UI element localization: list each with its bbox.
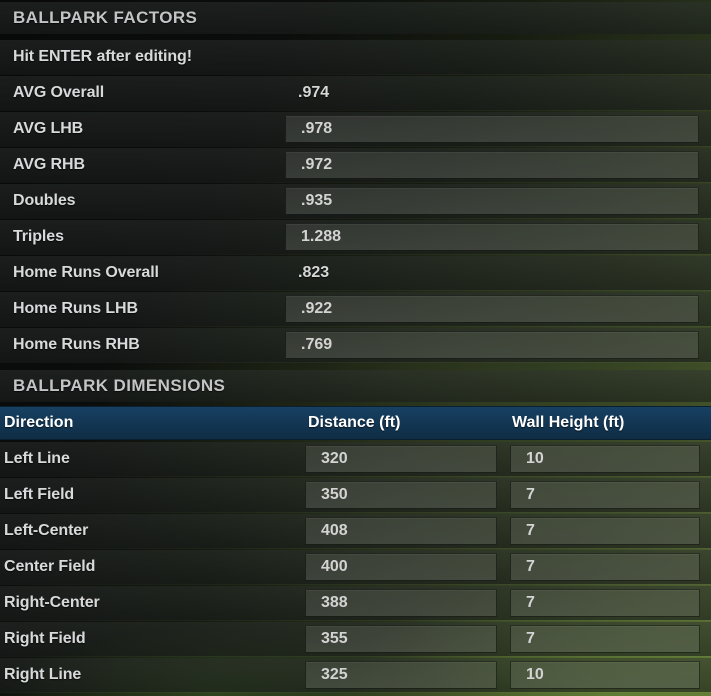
center-field-distance-input[interactable] (305, 553, 497, 581)
triples-input[interactable] (285, 223, 699, 251)
right-line-wall-height-input[interactable] (510, 661, 700, 689)
factor-label: AVG RHB (13, 156, 85, 173)
direction-column-header: Direction (4, 414, 74, 431)
right-center-distance-input[interactable] (305, 589, 497, 617)
dimension-row: Right Line (0, 658, 711, 692)
direction-label: Center Field (4, 558, 96, 575)
left-field-wall-height-input[interactable] (510, 481, 700, 509)
direction-label: Right Line (4, 666, 82, 683)
direction-label: Left-Center (4, 522, 89, 539)
center-field-wall-height-input[interactable] (510, 553, 700, 581)
factor-row: AVG LHB (0, 112, 711, 146)
direction-label: Right-Center (4, 594, 100, 611)
dimension-row: Left Field (0, 478, 711, 512)
factor-row: AVG RHB (0, 148, 711, 182)
factor-label: AVG Overall (13, 84, 105, 101)
factor-row: Home Runs Overall .823 (0, 256, 711, 290)
left-line-wall-height-input[interactable] (510, 445, 700, 473)
factor-row: Doubles (0, 184, 711, 218)
factors-rows: AVG Overall .974 AVG LHB AVG RHB Doubles Trip… (0, 76, 711, 362)
factor-label: Home Runs RHB (13, 336, 140, 353)
dimensions-table-header: Direction Distance (ft) Wall Height (ft) (0, 406, 711, 440)
factor-label: Doubles (13, 192, 76, 209)
notice-row: Hit ENTER after editing! (0, 40, 711, 74)
home-runs-rhb-input[interactable] (285, 331, 699, 359)
factor-label: Triples (13, 228, 64, 245)
factor-label: Home Runs LHB (13, 300, 138, 317)
wall-height-column-header: Wall Height (ft) (512, 414, 625, 431)
right-field-distance-input[interactable] (305, 625, 497, 653)
home-runs-overall-value: .823 (298, 264, 330, 281)
right-field-wall-height-input[interactable] (510, 625, 700, 653)
dimension-row: Center Field (0, 550, 711, 584)
notice-text: Hit ENTER after editing! (13, 48, 192, 65)
avg-rhb-input[interactable] (285, 151, 699, 179)
factor-row: Home Runs RHB (0, 328, 711, 362)
right-line-distance-input[interactable] (305, 661, 497, 689)
dimension-row: Right Field (0, 622, 711, 656)
doubles-input[interactable] (285, 187, 699, 215)
left-field-distance-input[interactable] (305, 481, 497, 509)
factor-label: AVG LHB (13, 120, 84, 137)
dimension-row: Left Line (0, 442, 711, 476)
factor-label: Home Runs Overall (13, 264, 159, 281)
direction-label: Left Field (4, 486, 75, 503)
factor-row: Triples (0, 220, 711, 254)
ballpark-factors-header: BALLPARK FACTORS (0, 2, 711, 34)
right-center-wall-height-input[interactable] (510, 589, 700, 617)
avg-overall-value: .974 (298, 84, 330, 101)
avg-lhb-input[interactable] (285, 115, 699, 143)
factor-row: AVG Overall .974 (0, 76, 711, 110)
dimension-row: Right-Center (0, 586, 711, 620)
direction-label: Left Line (4, 450, 70, 467)
distance-column-header: Distance (ft) (308, 414, 401, 431)
dimension-row: Left-Center (0, 514, 711, 548)
dimension-rows: Left Line Left Field Left-Center Center Fie… (0, 442, 711, 692)
ballpark-dimensions-header: BALLPARK DIMENSIONS (0, 370, 711, 402)
home-runs-lhb-input[interactable] (285, 295, 699, 323)
left-center-distance-input[interactable] (305, 517, 497, 545)
factor-row: Home Runs LHB (0, 292, 711, 326)
left-line-distance-input[interactable] (305, 445, 497, 473)
direction-label: Right Field (4, 630, 86, 647)
left-center-wall-height-input[interactable] (510, 517, 700, 545)
